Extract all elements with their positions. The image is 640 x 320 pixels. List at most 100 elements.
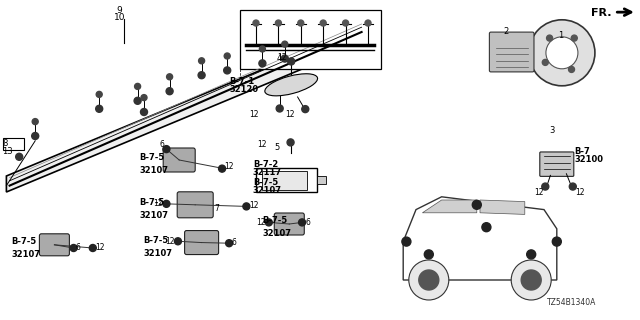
Text: B-7-5: B-7-5 (140, 198, 164, 207)
Text: B-7-5: B-7-5 (262, 216, 287, 225)
FancyBboxPatch shape (540, 152, 574, 176)
Circle shape (482, 223, 491, 232)
FancyBboxPatch shape (184, 230, 219, 255)
Circle shape (90, 244, 96, 252)
Text: 3: 3 (549, 126, 554, 135)
Circle shape (552, 237, 561, 246)
Circle shape (287, 139, 294, 146)
Circle shape (32, 119, 38, 124)
Text: B-7-2: B-7-2 (253, 160, 278, 169)
Circle shape (224, 67, 230, 74)
Circle shape (320, 20, 326, 26)
Circle shape (529, 20, 595, 86)
Text: 32107: 32107 (143, 249, 172, 258)
Circle shape (96, 105, 102, 112)
Text: 32107: 32107 (140, 166, 168, 175)
Text: 32107: 32107 (253, 186, 282, 195)
Circle shape (299, 219, 305, 226)
Circle shape (572, 35, 577, 41)
Text: 32107: 32107 (12, 250, 40, 259)
Circle shape (166, 74, 173, 80)
Text: 8: 8 (2, 139, 7, 148)
Text: FR.: FR. (591, 8, 611, 18)
Circle shape (70, 244, 77, 252)
Text: 6: 6 (76, 244, 81, 252)
Circle shape (527, 250, 536, 259)
Circle shape (511, 260, 551, 300)
Text: 13: 13 (2, 148, 13, 156)
Circle shape (570, 183, 576, 190)
Text: 7: 7 (214, 204, 220, 213)
Circle shape (298, 20, 304, 26)
Circle shape (266, 219, 272, 226)
Polygon shape (422, 200, 477, 213)
Text: 32107: 32107 (262, 229, 291, 238)
Ellipse shape (265, 74, 317, 96)
Circle shape (259, 60, 266, 67)
Circle shape (276, 105, 283, 112)
Text: 12: 12 (165, 237, 175, 246)
Circle shape (141, 95, 147, 100)
Circle shape (275, 20, 282, 26)
Bar (317, 176, 326, 184)
Bar (240, 10, 381, 69)
Circle shape (521, 270, 541, 290)
Text: 12: 12 (224, 162, 234, 171)
Polygon shape (6, 26, 368, 192)
Text: B-7: B-7 (575, 147, 591, 156)
Text: 12: 12 (256, 218, 266, 227)
Text: 12: 12 (154, 199, 163, 208)
Circle shape (542, 183, 548, 190)
Text: 12: 12 (277, 53, 287, 62)
Circle shape (175, 238, 181, 245)
Circle shape (568, 67, 575, 72)
Text: 12: 12 (285, 110, 294, 119)
Circle shape (163, 200, 170, 207)
Text: 12: 12 (534, 188, 544, 196)
Circle shape (342, 20, 349, 26)
Text: 32117: 32117 (253, 168, 282, 177)
Polygon shape (403, 197, 557, 280)
Circle shape (546, 37, 578, 69)
Circle shape (288, 58, 294, 65)
Text: 6: 6 (159, 140, 164, 149)
Bar (3, 138, 24, 150)
Circle shape (302, 106, 308, 113)
Circle shape (163, 146, 170, 153)
Circle shape (472, 200, 481, 209)
Circle shape (226, 240, 232, 247)
Circle shape (224, 53, 230, 59)
Text: 6: 6 (305, 218, 310, 227)
FancyBboxPatch shape (490, 32, 534, 72)
Circle shape (419, 270, 439, 290)
Bar (256, 168, 317, 192)
Text: 9: 9 (117, 6, 122, 15)
Circle shape (365, 20, 371, 26)
Circle shape (243, 203, 250, 210)
Text: 12: 12 (257, 140, 267, 149)
Circle shape (424, 250, 433, 259)
Text: B-7-5: B-7-5 (140, 153, 164, 162)
Circle shape (166, 88, 173, 95)
FancyBboxPatch shape (163, 148, 195, 172)
FancyBboxPatch shape (40, 234, 69, 256)
Text: 5: 5 (274, 143, 279, 152)
Circle shape (134, 84, 141, 89)
FancyBboxPatch shape (177, 192, 213, 218)
Text: 10: 10 (114, 13, 125, 22)
Text: 32120: 32120 (229, 85, 259, 94)
Circle shape (542, 60, 548, 65)
Text: 32107: 32107 (140, 211, 168, 220)
Text: 12: 12 (249, 201, 259, 210)
Text: 32100: 32100 (575, 155, 604, 164)
Circle shape (16, 153, 22, 160)
Text: 12: 12 (575, 188, 584, 196)
Text: 6: 6 (232, 238, 237, 247)
Circle shape (219, 165, 225, 172)
Circle shape (253, 20, 259, 26)
Text: 12: 12 (95, 244, 104, 252)
Circle shape (282, 55, 288, 62)
Circle shape (547, 35, 552, 41)
Text: 4: 4 (276, 54, 282, 63)
Text: 1: 1 (558, 31, 563, 40)
